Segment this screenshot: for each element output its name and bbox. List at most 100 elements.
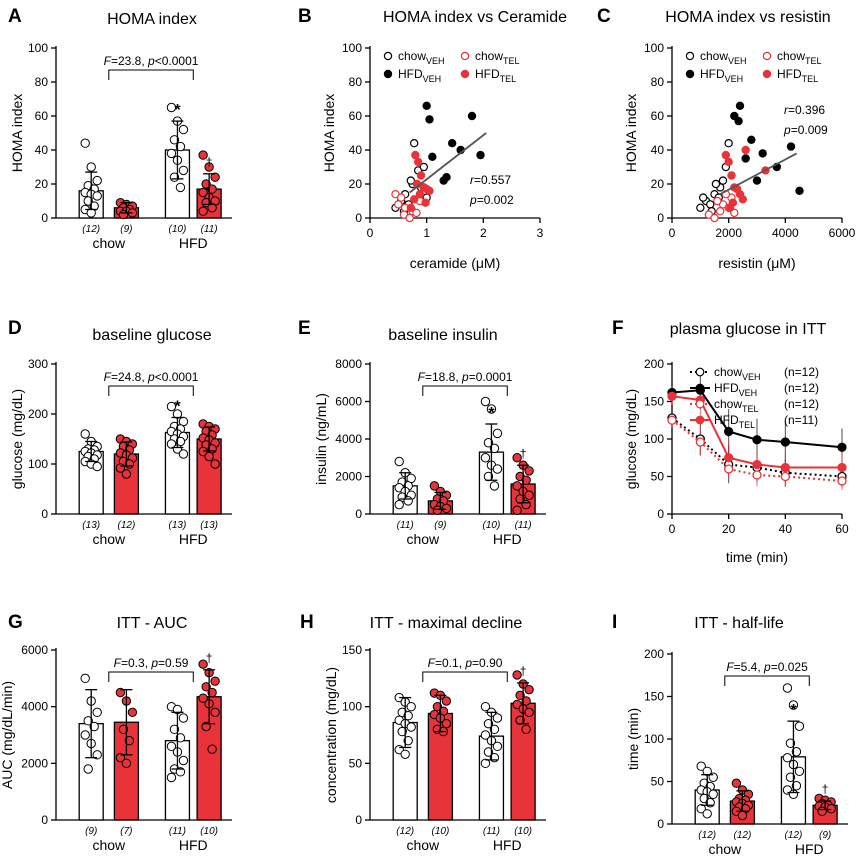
data-point [524, 707, 534, 718]
y-axis-label: time (min) [625, 708, 641, 770]
y-tick-label: 20 [651, 177, 665, 191]
data-point [752, 176, 762, 185]
group-label: chow [92, 531, 126, 547]
data-point [734, 116, 743, 126]
data-point [406, 203, 415, 212]
data-point [724, 464, 734, 474]
n-label: (10) [514, 826, 532, 837]
data-point [524, 466, 534, 476]
legend-label: HFDVEH [700, 67, 743, 84]
data-point [400, 749, 410, 759]
data-point [780, 437, 790, 447]
stats-text: F=0.3, p=0.59 [114, 656, 189, 670]
data-point [758, 149, 767, 158]
data-point [428, 152, 437, 161]
x-tick-label: 3 [537, 226, 544, 240]
panel-title: HOMA index vs resistin [665, 9, 830, 26]
data-point [92, 191, 102, 201]
data-point [210, 707, 220, 718]
y-tick-label: 150 [644, 690, 664, 704]
data-point [175, 182, 186, 193]
data-point [731, 778, 742, 788]
x-tick-label: 0 [367, 226, 374, 240]
y-tick-label: 50 [349, 756, 363, 770]
data-point [447, 138, 457, 148]
n-label: (13) [169, 520, 187, 531]
y-tick-label: 40 [349, 143, 363, 157]
panel-title: ITT - half-life [694, 615, 784, 632]
stats-r: r=0.557 [470, 173, 511, 187]
data-point [121, 469, 132, 479]
data-point [178, 124, 189, 135]
y-tick-label: 150 [342, 643, 362, 657]
n-label: (11) [169, 826, 186, 837]
legend-label: chowTEL [714, 397, 759, 414]
data-point [483, 747, 494, 757]
y-tick-label: 0 [355, 507, 362, 521]
legend-label: chowVEH [714, 365, 761, 382]
data-point [127, 707, 138, 718]
data-point [175, 733, 186, 743]
legend-marker [695, 367, 705, 377]
data-point [521, 475, 531, 485]
n-label: (11) [397, 520, 414, 531]
legend-n: (n=12) [784, 365, 819, 379]
legend-n: (n=11) [784, 413, 818, 427]
group-label: HFD [179, 531, 208, 547]
data-point [710, 213, 719, 223]
data-point [178, 165, 189, 176]
data-point [394, 200, 403, 209]
x-tick-label: 20 [722, 522, 736, 536]
n-label: (11) [515, 520, 532, 531]
data-point [403, 735, 413, 746]
stats-p: p=0.002 [469, 193, 514, 207]
y-tick-label: 20 [349, 177, 363, 191]
y-tick-label: 100 [644, 732, 664, 746]
data-point [480, 396, 491, 407]
stats-bracket [108, 69, 194, 80]
panel-letter: F [612, 318, 624, 339]
n-label: (12) [734, 830, 752, 841]
data-point [83, 716, 93, 726]
data-point [786, 142, 796, 151]
y-tick-label: 20 [35, 177, 49, 191]
data-point [741, 145, 750, 155]
y-tick-label: 0 [657, 817, 664, 831]
data-point [782, 753, 793, 763]
data-point [782, 683, 793, 693]
panel-letter: D [8, 318, 22, 339]
data-point [124, 735, 135, 746]
data-point [397, 726, 407, 737]
significance-star: * [174, 399, 181, 416]
data-point [403, 711, 413, 721]
y-tick-label: 80 [651, 75, 665, 89]
stats-bracket [422, 671, 508, 682]
y-axis-label: insulin (ng/mL) [313, 393, 329, 485]
stats-text: F=24.8, p<0.0001 [104, 370, 199, 384]
data-point [439, 176, 448, 185]
data-point [785, 738, 796, 748]
group-label: chow [708, 841, 742, 856]
y-tick-label: 0 [657, 507, 664, 521]
y-tick-label: 60 [35, 109, 49, 123]
group-label: chow [406, 837, 440, 853]
y-tick-label: 0 [41, 211, 48, 225]
data-point [480, 730, 491, 740]
data-point [425, 115, 434, 124]
data-point [489, 724, 500, 735]
data-point [512, 481, 522, 491]
panel-letter: E [298, 318, 311, 339]
n-label: (9) [120, 224, 132, 235]
x-tick-label: 0 [669, 522, 676, 536]
y-tick-label: 4000 [21, 700, 48, 714]
data-point [432, 505, 443, 515]
data-point [210, 172, 220, 182]
data-point [83, 764, 93, 774]
group-label: HFD [493, 531, 522, 547]
data-point [80, 673, 90, 684]
y-axis-label: HOMA index [321, 94, 337, 173]
data-point [121, 758, 132, 769]
data-point [667, 391, 677, 401]
data-point [207, 744, 217, 754]
